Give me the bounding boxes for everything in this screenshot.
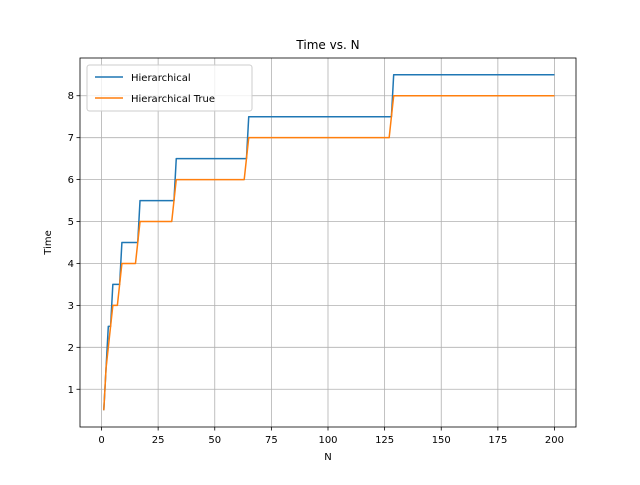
- x-tick-label: 125: [375, 435, 394, 446]
- y-tick-label: 7: [68, 133, 74, 144]
- y-axis-label: Time: [43, 230, 54, 255]
- y-tick-label: 5: [68, 217, 74, 228]
- x-tick-label: 75: [265, 435, 278, 446]
- grid: [80, 58, 576, 427]
- x-tick-label: 100: [318, 435, 337, 446]
- y-tick-label: 8: [68, 91, 74, 102]
- legend: Hierarchical Hierarchical True: [86, 64, 253, 112]
- legend-box: [86, 64, 253, 112]
- series-group: [103, 74, 555, 411]
- x-tick-label: 200: [545, 435, 564, 446]
- x-tick-label: 50: [208, 435, 221, 446]
- x-axis-label: N: [324, 452, 331, 463]
- series-line-hierarchical: [103, 74, 555, 411]
- series-line-hierarchical-true: [103, 94, 555, 411]
- x-tick-label: 25: [152, 435, 165, 446]
- y-tick-label: 6: [68, 175, 74, 186]
- y-tick-label: 2: [68, 343, 74, 354]
- ticks: 0 25 50 75 100 125 150 175 200 1 2 3 4 5 6 7 8: [68, 91, 564, 446]
- y-tick-label: 3: [68, 301, 74, 312]
- legend-label: Hierarchical: [131, 73, 191, 84]
- x-tick-label: 150: [432, 435, 451, 446]
- y-tick-label: 1: [68, 385, 74, 396]
- x-tick-label: 175: [488, 435, 507, 446]
- chart-title: Time vs. N: [295, 38, 359, 52]
- x-tick-label: 0: [98, 435, 104, 446]
- y-tick-label: 4: [68, 259, 74, 270]
- legend-label: Hierarchical True: [131, 94, 215, 105]
